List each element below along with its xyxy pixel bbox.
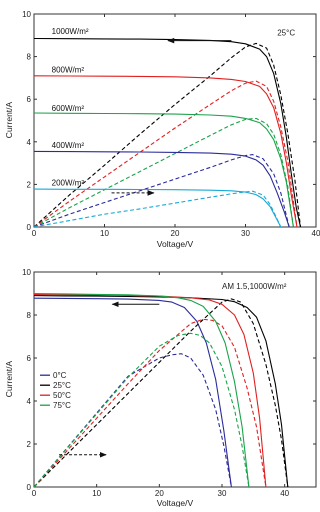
annotation-label: 200W/m² (52, 178, 85, 187)
series-line-solid-6 (34, 150, 290, 227)
series-line-dashed-5 (34, 117, 294, 227)
legend-label: 75°C (53, 401, 71, 410)
series-line-solid-0 (34, 297, 232, 487)
y-tick-label: 10 (22, 10, 31, 19)
x-tick-label: 20 (155, 489, 164, 498)
y-tick-label: 8 (27, 53, 32, 62)
series-line-solid-8 (34, 188, 282, 227)
annotation-label: 800W/m² (52, 66, 85, 75)
plot-frame (33, 13, 317, 228)
y-tick-label: 4 (27, 138, 32, 147)
series-line-dashed-3 (34, 80, 298, 227)
series-line-solid-2 (34, 75, 298, 227)
temperature-iv-chart: 0 10 20 30 40 0 2 4 6 8 10 Voltage/V Current/A AM 1.5… (4, 268, 317, 508)
series-line-dashed-7 (34, 332, 250, 487)
annotation-label: 25°C (277, 28, 295, 37)
y-tick-label: 2 (27, 440, 32, 449)
x-axis-title: Voltage/V (157, 498, 194, 507)
legend: 0°C25°C50°C75°C (40, 371, 71, 410)
y-tick-label: 0 (27, 483, 32, 492)
legend-label: 0°C (53, 371, 67, 380)
x-tick-label: 40 (280, 489, 289, 498)
series-group (34, 37, 302, 227)
legend-label: 25°C (53, 381, 71, 390)
series-line-dashed-9 (34, 190, 282, 227)
y-tick-label: 0 (27, 223, 32, 232)
x-tick-label: 20 (171, 229, 180, 238)
series-group (34, 292, 289, 487)
y-axis-title: Current/A (4, 360, 14, 397)
series-line-dashed-5 (34, 318, 267, 487)
annotation-label: 1000W/m² (52, 27, 89, 36)
series-line-solid-4 (34, 294, 267, 487)
x-tick-label: 0 (32, 229, 37, 238)
y-tick-label: 2 (27, 180, 32, 189)
x-tick-label: 40 (312, 229, 320, 238)
y-tick-label: 6 (27, 95, 32, 104)
y-tick-label: 6 (27, 354, 32, 363)
x-tick-label: 10 (92, 489, 101, 498)
series-line-solid-6 (34, 292, 250, 487)
series-line-dashed-3 (34, 298, 289, 487)
y-tick-label: 4 (27, 397, 32, 406)
annotation-label: 400W/m² (52, 141, 85, 150)
x-tick-label: 30 (218, 489, 227, 498)
x-tick-label: 10 (100, 229, 109, 238)
annotation-label: AM 1.5,1000W/m² (222, 282, 287, 291)
x-tick-label: 0 (32, 489, 37, 498)
annotation-label: 600W/m² (52, 104, 85, 113)
y-tick-label: 8 (27, 311, 32, 320)
series-line-solid-0 (34, 37, 302, 227)
series-line-solid-2 (34, 295, 289, 487)
y-axis-title: Current/A (4, 101, 14, 138)
y-tick-label: 10 (22, 268, 31, 277)
series-line-solid-4 (34, 112, 294, 227)
series-line-dashed-7 (34, 154, 290, 227)
x-tick-label: 30 (241, 229, 250, 238)
x-axis-title: Voltage/V (157, 239, 194, 249)
plot-frame (33, 271, 317, 488)
irradiance-iv-chart: 0 10 20 30 40 0 2 4 6 8 10 Voltage/V Current/A 25°C 10… (4, 10, 320, 249)
legend-label: 50°C (53, 391, 71, 400)
